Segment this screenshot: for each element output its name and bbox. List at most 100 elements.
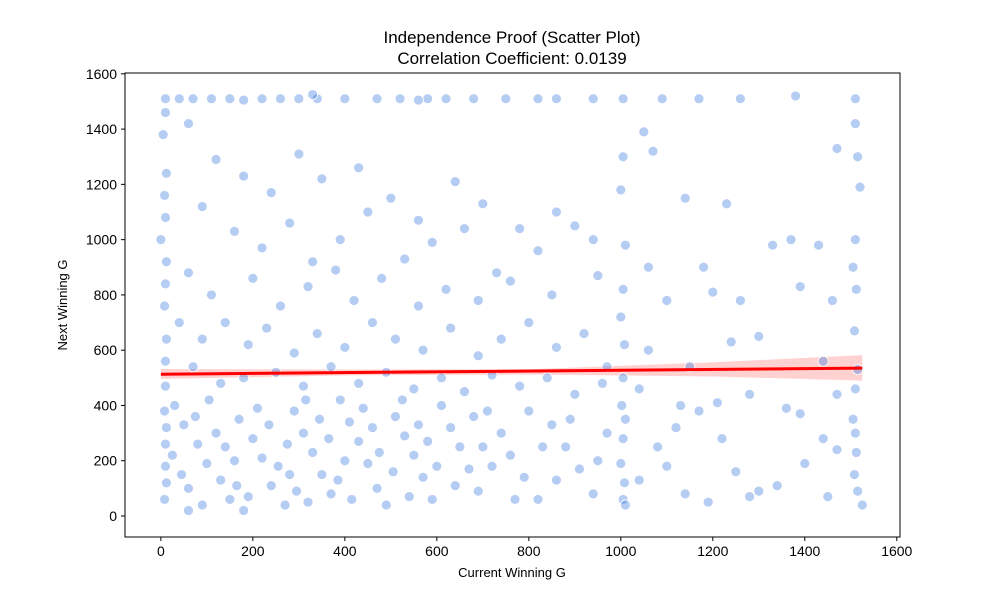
data-point xyxy=(472,295,484,306)
data-point xyxy=(263,419,275,431)
data-point xyxy=(822,491,834,503)
data-point xyxy=(160,107,171,118)
data-point xyxy=(155,234,167,246)
data-point xyxy=(189,411,201,422)
data-point xyxy=(160,477,172,489)
y-tick: 1400 xyxy=(86,121,125,137)
data-point xyxy=(348,295,360,306)
data-point xyxy=(339,455,351,467)
data-point xyxy=(468,93,480,105)
data-point xyxy=(325,361,337,373)
data-point xyxy=(546,289,558,301)
data-point xyxy=(298,427,309,439)
data-point xyxy=(183,505,194,516)
data-point xyxy=(679,488,691,500)
data-point xyxy=(617,372,629,384)
x-tick: 1400 xyxy=(789,537,821,559)
data-point xyxy=(744,491,755,503)
data-point xyxy=(633,474,645,486)
data-point xyxy=(160,93,171,105)
x-tick-label: 600 xyxy=(425,543,449,559)
data-point xyxy=(353,377,365,389)
chart-title: Independence Proof (Scatter Plot) xyxy=(383,28,640,47)
data-point xyxy=(643,344,654,356)
data-point xyxy=(619,477,630,489)
data-point xyxy=(537,441,549,453)
data-point xyxy=(173,317,185,328)
data-point xyxy=(403,491,415,503)
data-point xyxy=(160,212,171,223)
data-point xyxy=(183,482,194,494)
data-point xyxy=(436,372,447,384)
data-point xyxy=(616,400,628,411)
data-point xyxy=(288,347,300,359)
data-point xyxy=(693,93,705,105)
data-point xyxy=(183,267,194,279)
data-point xyxy=(256,452,268,464)
data-point xyxy=(753,330,765,342)
data-point xyxy=(206,93,217,105)
y-tick-label: 1200 xyxy=(86,176,117,192)
data-point xyxy=(569,389,581,400)
data-point xyxy=(300,394,312,406)
data-point xyxy=(206,289,217,301)
data-point xyxy=(617,93,629,105)
data-point xyxy=(831,444,843,456)
y-tick: 1600 xyxy=(86,66,125,82)
x-tick: 1200 xyxy=(697,537,729,559)
data-point xyxy=(196,201,208,212)
data-point xyxy=(799,458,811,469)
data-point xyxy=(532,494,544,505)
data-point xyxy=(252,402,263,414)
data-point xyxy=(472,350,484,362)
data-point xyxy=(371,482,383,494)
data-point xyxy=(279,499,291,511)
data-point xyxy=(187,361,199,373)
data-point xyxy=(661,460,673,472)
data-point xyxy=(849,427,861,439)
chart-subtitle: Correlation Coefficient: 0.0139 xyxy=(397,49,626,68)
data-point xyxy=(850,283,862,295)
data-point xyxy=(643,261,654,273)
data-point xyxy=(716,433,728,445)
data-point xyxy=(472,485,484,497)
data-point xyxy=(323,433,335,445)
data-point xyxy=(620,413,631,425)
data-point xyxy=(332,474,344,486)
data-point xyxy=(196,499,208,511)
data-point xyxy=(670,422,682,433)
data-point xyxy=(256,242,268,254)
data-point xyxy=(849,234,861,246)
data-point xyxy=(817,355,829,367)
data-point xyxy=(160,256,172,268)
points-group xyxy=(155,89,868,516)
data-point xyxy=(702,496,714,508)
x-tick: 200 xyxy=(241,537,265,559)
data-point xyxy=(546,419,558,431)
data-point xyxy=(601,427,613,439)
data-point xyxy=(468,411,480,422)
data-point xyxy=(178,419,190,431)
data-point xyxy=(238,94,250,106)
data-point xyxy=(247,272,259,284)
data-point xyxy=(587,93,599,105)
data-point xyxy=(767,239,778,251)
data-point xyxy=(486,460,498,472)
data-point xyxy=(160,460,171,472)
data-point xyxy=(399,253,411,265)
data-point xyxy=(160,422,172,433)
y-tick-label: 1600 xyxy=(86,66,117,82)
data-point xyxy=(210,427,222,439)
data-point xyxy=(735,93,746,105)
data-point xyxy=(298,380,309,392)
data-point xyxy=(265,187,277,199)
data-point xyxy=(357,402,369,414)
data-point xyxy=(482,405,493,417)
data-point xyxy=(771,480,783,491)
data-point xyxy=(856,499,868,511)
data-point xyxy=(307,256,319,268)
data-point xyxy=(229,225,240,237)
data-point xyxy=(532,245,544,257)
y-tick-label: 0 xyxy=(109,508,117,524)
data-point xyxy=(847,261,859,273)
